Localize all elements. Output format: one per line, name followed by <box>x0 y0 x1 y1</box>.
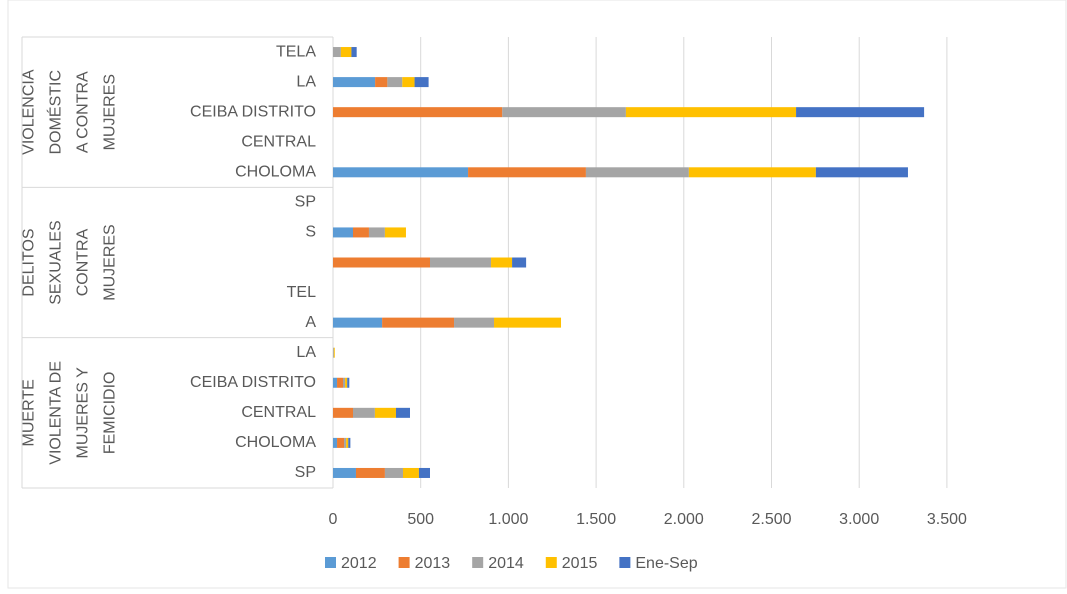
x-tick-label: 2.500 <box>751 511 791 528</box>
bar-segment <box>796 107 925 118</box>
group-label: VIOLENTA DE <box>48 361 65 465</box>
legend-swatch <box>325 557 336 568</box>
x-tick-label: 2.000 <box>664 511 704 528</box>
bar-segment <box>688 167 816 178</box>
bar-segment <box>348 437 351 448</box>
bar-segment <box>333 77 376 88</box>
group-label: MUJERES Y <box>75 367 92 459</box>
bar-segment <box>333 257 430 268</box>
category-label: SP <box>295 464 316 481</box>
category-label: CHOLOMA <box>235 434 316 451</box>
x-tick-label: 3.000 <box>839 511 879 528</box>
bar-segment <box>368 227 385 238</box>
group-label: SEXUALES <box>48 220 65 304</box>
group-label: MUJERES <box>102 224 119 300</box>
legend-label: 2012 <box>341 555 377 572</box>
bar-segment <box>333 377 338 388</box>
bar-segment <box>454 317 495 328</box>
bar-segment <box>384 227 406 238</box>
bar-segment <box>384 467 403 478</box>
bar-segment <box>815 167 908 178</box>
category-label: LA <box>296 344 316 361</box>
category-label: SP <box>295 194 316 211</box>
bar-segment <box>337 437 345 448</box>
group-label: MUJERES <box>102 74 119 150</box>
bar-segment <box>333 467 356 478</box>
bar-segment <box>502 107 626 118</box>
bar-segment <box>333 347 334 358</box>
bar-segment <box>345 377 348 388</box>
category-label: S <box>305 224 316 241</box>
bar-segment <box>342 377 346 388</box>
category-label: CENTRAL <box>241 404 316 421</box>
bar-segment <box>491 257 513 268</box>
legend-swatch <box>619 557 631 568</box>
legend-swatch <box>545 557 557 568</box>
bar-segment <box>333 407 353 418</box>
category-label: CHOLOMA <box>235 164 316 181</box>
bar-segment <box>352 407 375 418</box>
legend-swatch <box>398 557 410 568</box>
bar-segment <box>333 107 503 118</box>
bar-segment <box>333 167 469 178</box>
bar-segment <box>333 437 338 448</box>
bar-segment <box>333 47 341 58</box>
x-tick-label: 1.000 <box>488 511 528 528</box>
bar-segment <box>333 227 353 238</box>
category-label: TELA <box>276 43 316 60</box>
category-label: CENTRAL <box>241 133 316 150</box>
bar-segment <box>333 317 383 328</box>
legend-label: 2013 <box>415 555 451 572</box>
category-label: CEIBA DISTRITO <box>190 103 316 120</box>
group-label: MUERTE <box>21 379 38 446</box>
bar-segment <box>512 257 527 268</box>
bar-segment <box>402 77 415 88</box>
bar-segment <box>625 107 797 118</box>
bar-segment <box>429 257 492 268</box>
bar-segment <box>402 467 419 478</box>
bar-segment <box>374 407 396 418</box>
bar-segment <box>340 47 352 58</box>
group-label: FEMICIDIO <box>102 371 119 454</box>
bar-segment <box>375 77 388 88</box>
category-label: CEIBA DISTRITO <box>190 374 316 391</box>
category-label: A <box>305 314 316 331</box>
bar-segment <box>414 77 429 88</box>
legend-label: Ene-Sep <box>635 555 697 572</box>
x-tick-label: 3.500 <box>927 511 967 528</box>
group-label: VIOLENCIA <box>21 69 38 155</box>
bar-segment <box>351 47 357 58</box>
legend-label: 2014 <box>488 555 524 572</box>
x-tick-label: 1.500 <box>576 511 616 528</box>
x-tick-label: 0 <box>329 511 338 528</box>
bar-segment <box>352 227 369 238</box>
bar-segment <box>344 437 347 448</box>
group-label: CONTRA <box>75 228 92 296</box>
group-label: DOMÉSTIC <box>46 70 65 154</box>
bar-segment <box>346 437 349 448</box>
bar-segment <box>355 467 385 478</box>
bar-segment <box>494 317 562 328</box>
bar-segment <box>347 377 350 388</box>
group-label: A CONTRA <box>75 71 92 153</box>
category-label: TEL <box>287 284 316 301</box>
bar-segment <box>382 317 455 328</box>
bar-segment <box>337 377 343 388</box>
bar-segment <box>395 407 411 418</box>
bar-segment <box>418 467 430 478</box>
legend-label: 2015 <box>562 555 598 572</box>
bar-segment <box>333 347 335 358</box>
bar-segment <box>387 77 403 88</box>
category-label: LA <box>296 73 316 90</box>
x-tick-label: 500 <box>407 511 434 528</box>
group-label: DELITOS <box>21 228 38 296</box>
bar-segment <box>468 167 586 178</box>
legend-swatch <box>472 557 484 568</box>
bar-segment <box>585 167 689 178</box>
chart-area <box>7 0 1067 589</box>
